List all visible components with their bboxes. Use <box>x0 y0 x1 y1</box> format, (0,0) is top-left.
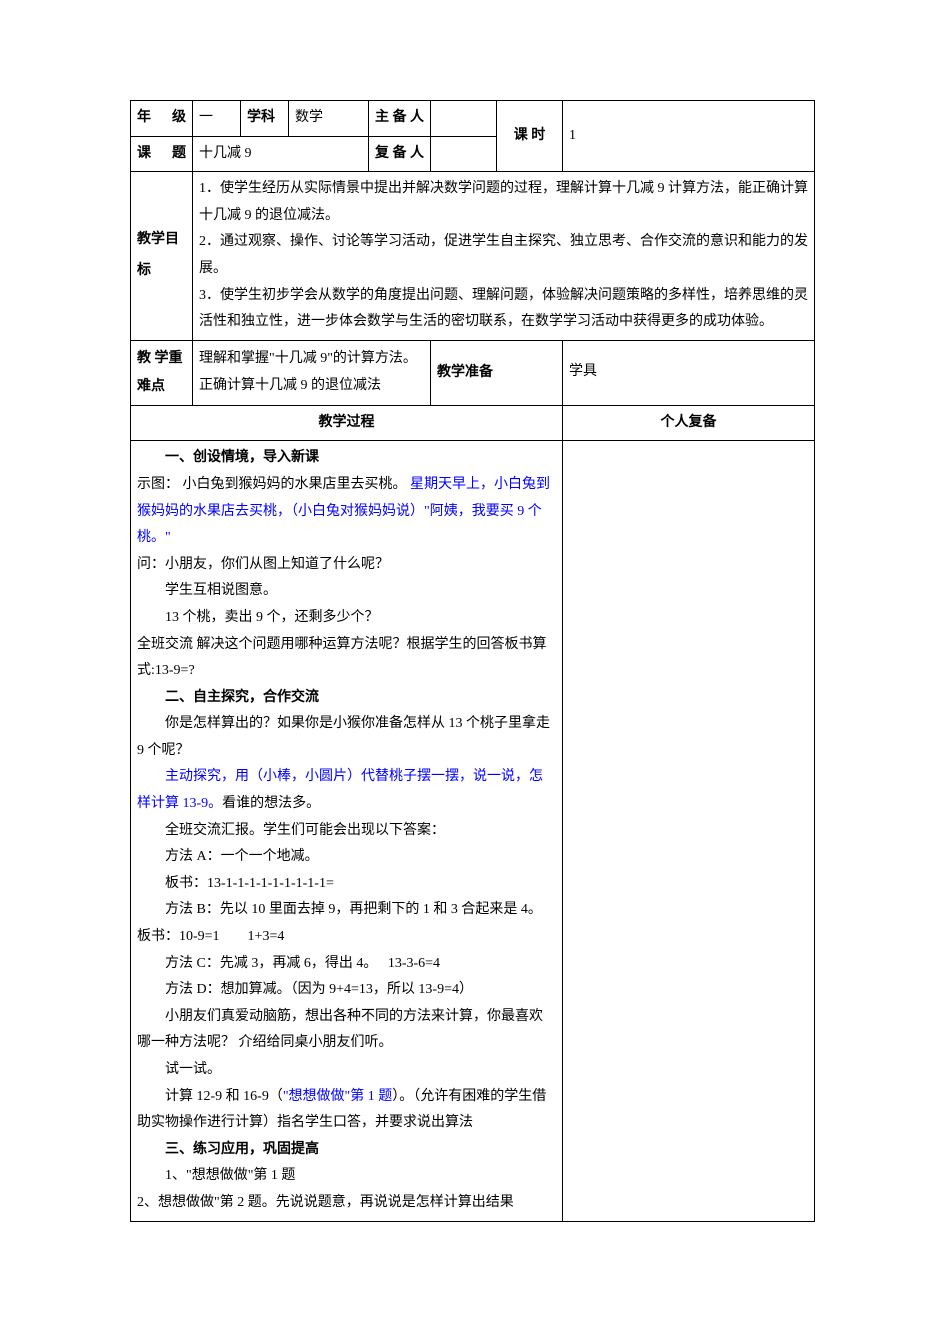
period-label: 课 时 <box>497 101 563 172</box>
process-line: 试一试。 <box>137 1057 556 1084</box>
topic-value: 十几减 9 <box>193 136 369 172</box>
process-line: 方法 B：先以 10 里面去掉 9，再把剩下的 1 和 3 合起来是 4。 <box>137 897 556 924</box>
subject-label: 学科 <box>241 101 289 137</box>
keypoints-text: 理解和掌握"十几减 9"的计算方法。正确计算十几减 9 的退位减法 <box>193 340 431 405</box>
subject-value: 数学 <box>289 101 369 137</box>
goals-label: 教学目标 <box>131 172 193 341</box>
copreparer-value <box>431 136 497 172</box>
prep-label: 教学准备 <box>431 340 563 405</box>
keypoints-row: 教 学重难点 理解和掌握"十几减 9"的计算方法。正确计算十几减 9 的退位减法… <box>131 340 815 405</box>
text-segment: 方法 B：先以 10 里面去掉 9，再把剩下的 1 和 3 合起来是 4。 <box>165 902 542 917</box>
text-segment: 学生互相说图意。 <box>137 583 277 598</box>
keypoints-label: 教 学重难点 <box>131 340 193 405</box>
process-header: 教学过程 <box>131 405 563 441</box>
copreparer-label: 复备人 <box>369 136 431 172</box>
process-line: 计算 12-9 和 16-9（"想想做做"第 1 题）。（允许有困难的学生借助实… <box>137 1084 556 1137</box>
text-segment: 全班交流汇报。学生们可能会出现以下答案： <box>165 823 445 838</box>
process-line: 小朋友们真爱动脑筋，想出各种不同的方法来计算，你最喜欢哪一种方法呢？ 介绍给同桌… <box>137 1004 556 1057</box>
process-line: 三、练习应用，巩固提高 <box>137 1137 556 1164</box>
process-header-row: 教学过程 个人复备 <box>131 405 815 441</box>
text-segment: 一、创设情境，导入新课 <box>165 450 319 465</box>
text-segment: 二、自主探究，合作交流 <box>165 690 319 705</box>
text-segment: 你是怎样算出的？如果你是小猴你准备怎样从 13 个桃子里拿走 <box>165 716 550 731</box>
period-value: 1 <box>563 101 815 172</box>
process-line: 学生互相说图意。 <box>137 578 556 605</box>
process-line: 一、创设情境，导入新课 <box>137 445 556 472</box>
text-segment: 板书：10-9=1 1+3=4 <box>137 929 284 944</box>
process-body-row: 一、创设情境，导入新课 示图： 小白兔到猴妈妈的水果店里去买桃。 星期天早上，小… <box>131 441 815 1221</box>
text-segment: "想想做做"第 1 题 <box>283 1089 392 1104</box>
text-segment: 看谁的想法多。 <box>222 796 320 811</box>
notes-column <box>563 441 815 1221</box>
text-segment: 主动探究，用（小棒，小圆片）代替桃子摆一摆，说一说，怎样计算 13-9。 <box>137 769 543 811</box>
process-line: 9 个呢？ <box>137 738 556 765</box>
text-segment: 方法 C：先减 3，再减 6，得出 4。 13-3-6=4 <box>165 956 440 971</box>
text-segment: 小朋友们真爱动脑筋，想出各种不同的方法来计算，你最喜欢哪一种方法呢？ 介绍给同桌… <box>137 1009 543 1051</box>
text-segment: 试一试。 <box>165 1062 221 1077</box>
goals-row: 教学目标 1．使学生经历从实际情景中提出并解决数学问题的过程，理解计算十几减 9… <box>131 172 815 341</box>
text-segment: 问：小朋友，你们从图上知道了什么呢？ <box>137 557 389 572</box>
text-segment: 2、想想做做"第 2 题。先说说题意，再说说是怎样计算出结果 <box>137 1195 514 1210</box>
process-line: 问：小朋友，你们从图上知道了什么呢？ <box>137 552 556 579</box>
process-line: 全班交流汇报。学生们可能会出现以下答案： <box>137 818 556 845</box>
process-line: 2、想想做做"第 2 题。先说说题意，再说说是怎样计算出结果 <box>137 1190 556 1217</box>
goals-text: 1．使学生经历从实际情景中提出并解决数学问题的过程，理解计算十几减 9 计算方法… <box>193 172 815 341</box>
preparer-label: 主备人 <box>369 101 431 137</box>
text-segment: 示图： 小白兔到猴妈妈的水果店里去买桃。 <box>137 477 410 492</box>
process-line: 主动探究，用（小棒，小圆片）代替桃子摆一摆，说一说，怎样计算 13-9。看谁的想… <box>137 764 556 817</box>
process-line: 示图： 小白兔到猴妈妈的水果店里去买桃。 星期天早上，小白兔到猴妈妈的水果店去买… <box>137 472 556 552</box>
text-segment: 9 个呢？ <box>137 743 190 758</box>
process-line: 你是怎样算出的？如果你是小猴你准备怎样从 13 个桃子里拿走 <box>137 711 556 738</box>
process-line: 二、自主探究，合作交流 <box>137 685 556 712</box>
process-line: 13 个桃，卖出 9 个，还剩多少个？ <box>137 605 556 632</box>
text-segment: 方法 D：想加算减。（因为 9+4=13，所以 13-9=4） <box>165 982 473 997</box>
process-line: 方法 A：一个一个地减。 <box>137 844 556 871</box>
notes-header: 个人复备 <box>563 405 815 441</box>
process-line: 1、"想想做做"第 1 题 <box>137 1163 556 1190</box>
process-body: 一、创设情境，导入新课 示图： 小白兔到猴妈妈的水果店里去买桃。 星期天早上，小… <box>131 441 563 1221</box>
text-segment: 1、"想想做做"第 1 题 <box>165 1168 295 1183</box>
text-segment: 计算 12-9 和 16-9（ <box>165 1089 283 1104</box>
text-segment: 13 个桃，卖出 9 个，还剩多少个？ <box>137 610 379 625</box>
grade-value: 一 <box>193 101 241 137</box>
process-line: 方法 C：先减 3，再减 6，得出 4。 13-3-6=4 <box>137 951 556 978</box>
grade-label: 年 级 <box>131 101 193 137</box>
process-line: 板书：10-9=1 1+3=4 <box>137 924 556 951</box>
prep-value: 学具 <box>563 340 815 405</box>
process-line: 板书：13-1-1-1-1-1-1-1-1-1= <box>137 871 556 898</box>
text-segment: 板书：13-1-1-1-1-1-1-1-1-1= <box>165 876 334 891</box>
text-segment: 方法 A：一个一个地减。 <box>165 849 319 864</box>
text-segment: 三、练习应用，巩固提高 <box>165 1142 319 1157</box>
topic-label: 课 题 <box>131 136 193 172</box>
process-line: 全班交流 解决这个问题用哪种运算方法呢？根据学生的回答板书算式:13-9=? <box>137 632 556 685</box>
header-row-1: 年 级 一 学科 数学 主备人 课 时 1 <box>131 101 815 137</box>
text-segment: 全班交流 解决这个问题用哪种运算方法呢？根据学生的回答板书算式:13-9=? <box>137 637 547 679</box>
preparer-value <box>431 101 497 137</box>
lesson-plan-table: 年 级 一 学科 数学 主备人 课 时 1 课 题 十几减 9 复备人 教学目标… <box>130 100 815 1222</box>
process-line: 方法 D：想加算减。（因为 9+4=13，所以 13-9=4） <box>137 977 556 1004</box>
